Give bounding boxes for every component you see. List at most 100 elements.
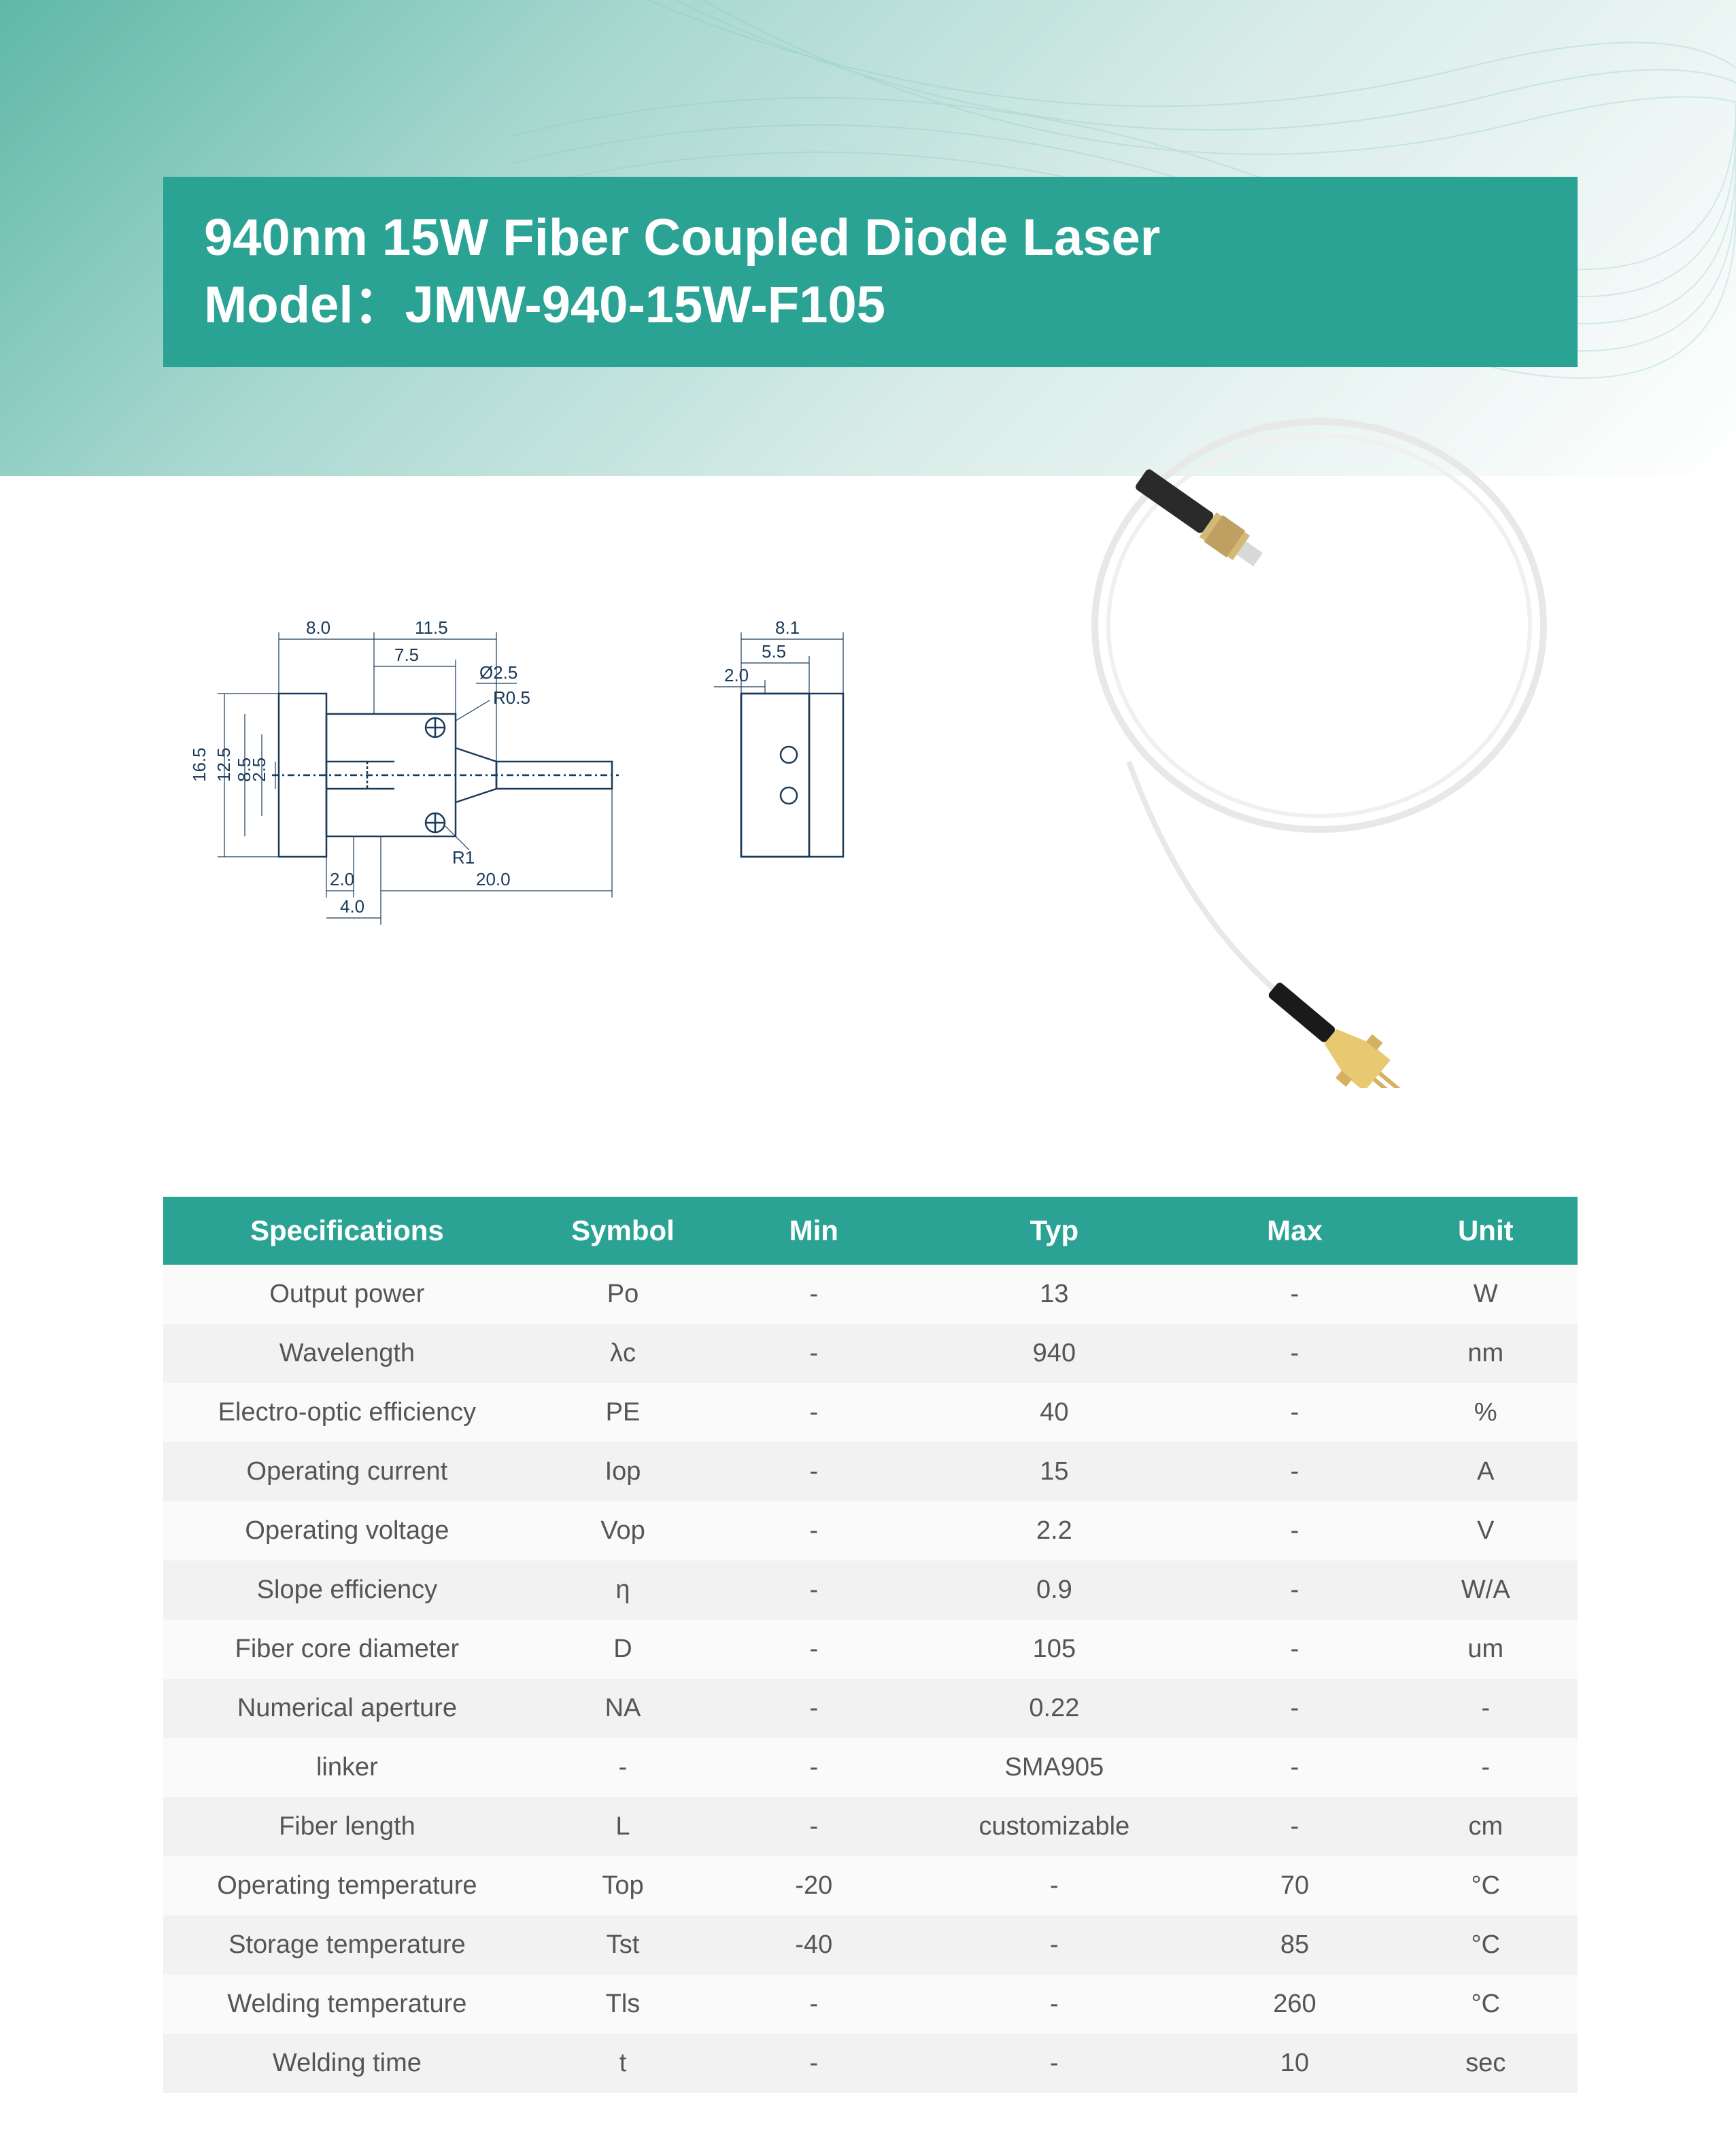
table-cell: -: [715, 1561, 913, 1620]
table-cell: -: [1195, 1620, 1393, 1679]
svg-text:20.0: 20.0: [476, 869, 511, 889]
table-cell: -: [715, 1324, 913, 1383]
svg-text:Ø2.5: Ø2.5: [479, 662, 517, 683]
table-cell: -: [913, 2034, 1195, 2093]
table-cell: Operating temperature: [163, 1856, 531, 1915]
svg-text:2.5: 2.5: [249, 757, 269, 782]
table-cell: -: [715, 1265, 913, 1324]
table-cell: λc: [531, 1324, 715, 1383]
table-cell: Fiber core diameter: [163, 1620, 531, 1679]
table-cell: 40: [913, 1383, 1195, 1442]
table-cell: NA: [531, 1679, 715, 1738]
svg-text:7.5: 7.5: [394, 645, 419, 665]
svg-text:R0.5: R0.5: [493, 687, 530, 708]
table-row: Welding temperatureTls--260°C: [163, 1975, 1578, 2034]
table-cell: -: [1195, 1442, 1393, 1501]
table-cell: 85: [1195, 1915, 1393, 1975]
col-max: Max: [1195, 1197, 1393, 1265]
table-cell: customizable: [913, 1797, 1195, 1856]
table-cell: Electro-optic efficiency: [163, 1383, 531, 1442]
table-cell: -: [913, 1975, 1195, 2034]
table-cell: -: [1195, 1679, 1393, 1738]
table-cell: η: [531, 1561, 715, 1620]
table-cell: Iop: [531, 1442, 715, 1501]
title-line-2: Model：JMW-940-15W-F105: [204, 272, 1537, 339]
table-cell: -: [1195, 1383, 1393, 1442]
table-row: Operating temperatureTop-20-70°C: [163, 1856, 1578, 1915]
table-cell: Slope efficiency: [163, 1561, 531, 1620]
svg-text:12.5: 12.5: [214, 747, 234, 782]
svg-text:2.0: 2.0: [330, 869, 354, 889]
table-cell: Tst: [531, 1915, 715, 1975]
table-cell: 260: [1195, 1975, 1393, 2034]
table-cell: -20: [715, 1856, 913, 1915]
table-cell: W: [1394, 1265, 1578, 1324]
table-cell: -: [715, 1383, 913, 1442]
table-cell: 0.9: [913, 1561, 1195, 1620]
table-cell: 0.22: [913, 1679, 1195, 1738]
table-row: Operating currentIop-15-A: [163, 1442, 1578, 1501]
table-cell: cm: [1394, 1797, 1578, 1856]
table-cell: %: [1394, 1383, 1578, 1442]
table-cell: SMA905: [913, 1738, 1195, 1797]
table-cell: 70: [1195, 1856, 1393, 1915]
title-line-1: 940nm 15W Fiber Coupled Diode Laser: [204, 205, 1537, 272]
col-symbol: Symbol: [531, 1197, 715, 1265]
table-cell: 2.2: [913, 1501, 1195, 1561]
table-row: Wavelengthλc-940-nm: [163, 1324, 1578, 1383]
table-cell: Operating voltage: [163, 1501, 531, 1561]
table-cell: -40: [715, 1915, 913, 1975]
table-cell: Vop: [531, 1501, 715, 1561]
table-cell: -: [531, 1738, 715, 1797]
svg-text:2.0: 2.0: [724, 665, 749, 685]
table-cell: Numerical aperture: [163, 1679, 531, 1738]
table-cell: W/A: [1394, 1561, 1578, 1620]
table-cell: -: [715, 1679, 913, 1738]
table-cell: Wavelength: [163, 1324, 531, 1383]
svg-text:16.5: 16.5: [189, 747, 209, 782]
table-cell: Welding time: [163, 2034, 531, 2093]
diagram-area: 8.0 11.5 7.5 Ø2.5 R0.5 16.5 12.5 8.5: [177, 476, 1578, 1088]
svg-text:11.5: 11.5: [415, 617, 448, 638]
table-cell: -: [715, 1442, 913, 1501]
table-cell: um: [1394, 1620, 1578, 1679]
table-cell: Welding temperature: [163, 1975, 531, 2034]
table-cell: Output power: [163, 1265, 531, 1324]
table-cell: Po: [531, 1265, 715, 1324]
table-cell: L: [531, 1797, 715, 1856]
specifications-table: Specifications Symbol Min Typ Max Unit O…: [163, 1197, 1578, 2093]
table-row: Storage temperatureTst-40-85°C: [163, 1915, 1578, 1975]
table-cell: PE: [531, 1383, 715, 1442]
table-row: Welding timet--10sec: [163, 2034, 1578, 2093]
title-banner: 940nm 15W Fiber Coupled Diode Laser Mode…: [163, 177, 1578, 367]
table-cell: °C: [1394, 1856, 1578, 1915]
table-cell: -: [715, 1738, 913, 1797]
svg-text:4.0: 4.0: [340, 896, 364, 917]
table-row: Numerical apertureNA-0.22--: [163, 1679, 1578, 1738]
col-typ: Typ: [913, 1197, 1195, 1265]
table-cell: Tls: [531, 1975, 715, 2034]
table-cell: D: [531, 1620, 715, 1679]
table-header-row: Specifications Symbol Min Typ Max Unit: [163, 1197, 1578, 1265]
table-cell: Top: [531, 1856, 715, 1915]
table-row: Slope efficiencyη-0.9-W/A: [163, 1561, 1578, 1620]
col-specifications: Specifications: [163, 1197, 531, 1265]
table-cell: -: [1195, 1738, 1393, 1797]
col-min: Min: [715, 1197, 913, 1265]
table-cell: V: [1394, 1501, 1578, 1561]
table-row: Fiber core diameterD-105-um: [163, 1620, 1578, 1679]
table-cell: -: [715, 1797, 913, 1856]
table-cell: -: [715, 2034, 913, 2093]
table-cell: -: [1394, 1679, 1578, 1738]
technical-drawing: 8.0 11.5 7.5 Ø2.5 R0.5 16.5 12.5 8.5: [177, 558, 925, 966]
table-cell: 940: [913, 1324, 1195, 1383]
table-cell: Fiber length: [163, 1797, 531, 1856]
table-cell: linker: [163, 1738, 531, 1797]
svg-text:5.5: 5.5: [762, 641, 786, 662]
table-cell: -: [715, 1620, 913, 1679]
table-cell: -: [1195, 1501, 1393, 1561]
table-cell: t: [531, 2034, 715, 2093]
table-cell: 105: [913, 1620, 1195, 1679]
table-cell: -: [1195, 1265, 1393, 1324]
table-row: Operating voltageVop-2.2-V: [163, 1501, 1578, 1561]
